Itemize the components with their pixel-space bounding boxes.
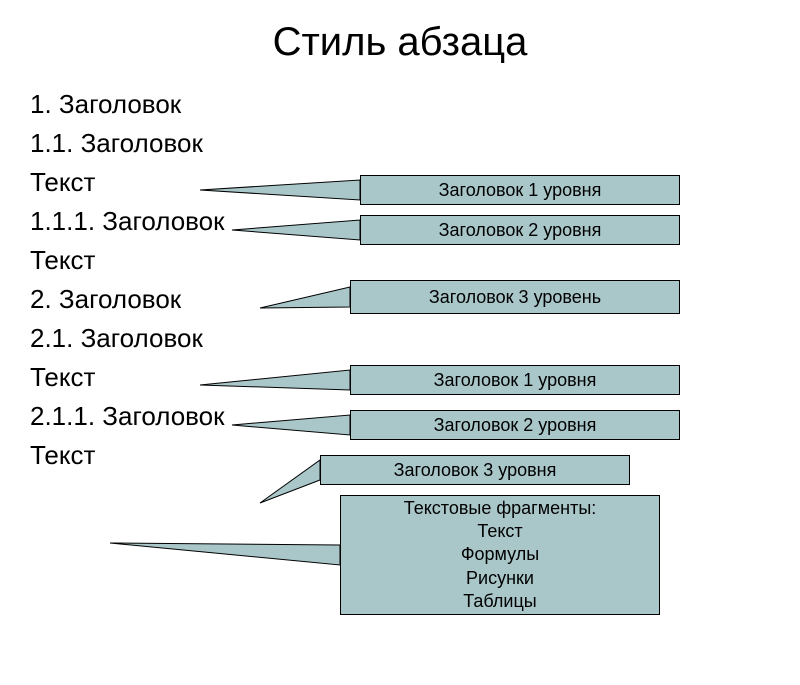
callout-pointer <box>232 220 360 240</box>
outline-item: 1.1.1. Заголовок <box>30 202 225 241</box>
callout-box: Заголовок 3 уровня <box>320 455 630 485</box>
outline-item: 1.1. Заголовок <box>30 124 225 163</box>
callout-pointer <box>260 287 350 308</box>
callout-pointer <box>260 460 320 503</box>
callout-line: Текстовые фрагменты: <box>404 497 597 520</box>
outline-item: Текст <box>30 163 225 202</box>
callout-box: Заголовок 2 уровня <box>360 215 680 245</box>
callout-line: Текст <box>477 520 522 543</box>
callout-line: Заголовок 3 уровень <box>429 287 601 308</box>
callout-line: Заголовок 1 уровня <box>434 370 597 391</box>
callout-line: Заголовок 3 уровня <box>394 460 557 481</box>
callout-box: Заголовок 3 уровень <box>350 280 680 314</box>
callout-box: Заголовок 2 уровня <box>350 410 680 440</box>
callout-box: Заголовок 1 уровня <box>360 175 680 205</box>
callout-box: Заголовок 1 уровня <box>350 365 680 395</box>
outline-item: Текст <box>30 436 225 475</box>
callout-line: Таблицы <box>463 590 537 613</box>
outline-item: 1. Заголовок <box>30 85 225 124</box>
callout-line: Заголовок 2 уровня <box>434 415 597 436</box>
page-title: Стиль абзаца <box>0 20 800 65</box>
outline-item: Текст <box>30 358 225 397</box>
diagram-content: 1. Заголовок1.1. ЗаголовокТекст1.1.1. За… <box>0 85 800 585</box>
outline-list: 1. Заголовок1.1. ЗаголовокТекст1.1.1. За… <box>30 85 225 475</box>
outline-item: Текст <box>30 241 225 280</box>
callout-line: Рисунки <box>466 567 534 590</box>
outline-item: 2.1. Заголовок <box>30 319 225 358</box>
callout-box: Текстовые фрагменты:ТекстФормулыРисункиТ… <box>340 495 660 615</box>
callout-line: Заголовок 1 уровня <box>439 180 602 201</box>
callout-pointer <box>232 415 350 435</box>
callout-line: Формулы <box>461 543 539 566</box>
callout-line: Заголовок 2 уровня <box>439 220 602 241</box>
outline-item: 2. Заголовок <box>30 280 225 319</box>
outline-item: 2.1.1. Заголовок <box>30 397 225 436</box>
callout-pointer <box>110 543 340 565</box>
